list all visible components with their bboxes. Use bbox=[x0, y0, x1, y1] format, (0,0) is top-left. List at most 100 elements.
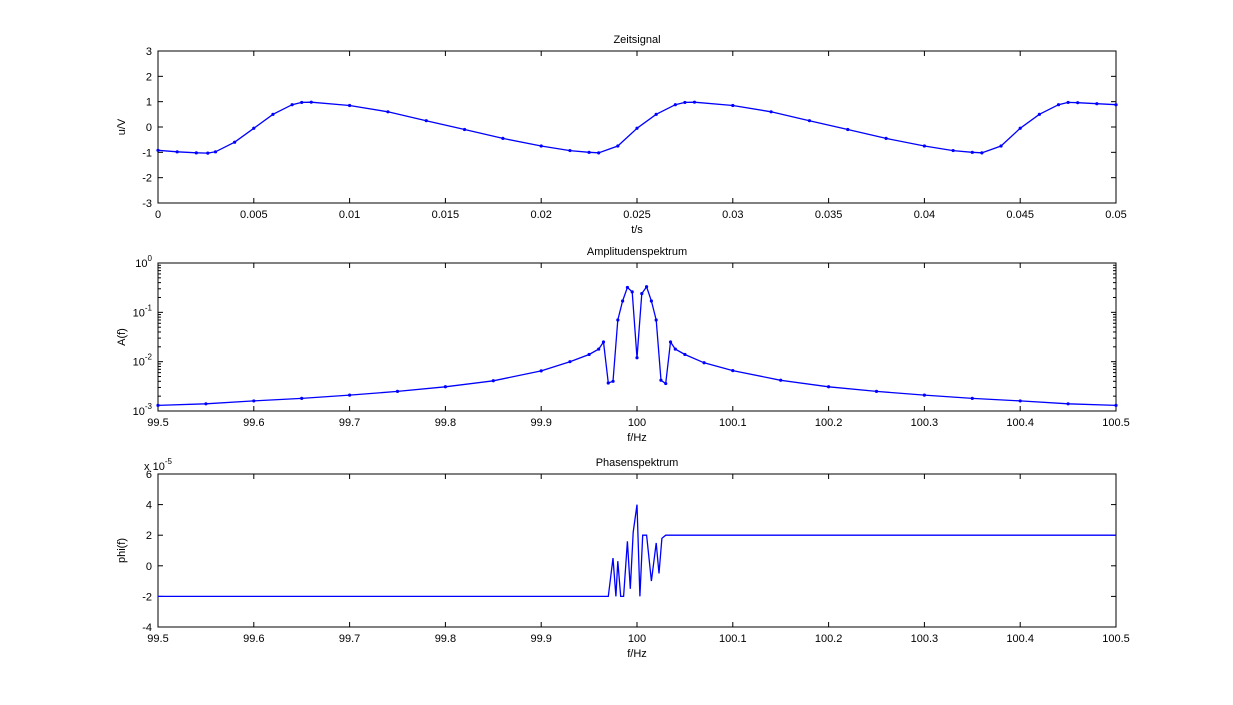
data-point bbox=[827, 385, 831, 389]
data-point bbox=[568, 360, 572, 364]
y-tick-base: 10 bbox=[133, 307, 145, 319]
y-tick-label: 4 bbox=[146, 500, 152, 512]
data-point bbox=[970, 150, 974, 154]
y-tick-label: 3 bbox=[146, 46, 152, 58]
data-point bbox=[1095, 102, 1099, 106]
x-tick-label: 100.3 bbox=[911, 417, 939, 429]
x-tick-label: 0.005 bbox=[240, 209, 268, 221]
data-point bbox=[621, 299, 625, 303]
y-tick-exponent: -1 bbox=[145, 303, 153, 312]
data-point bbox=[300, 396, 304, 401]
data-point bbox=[616, 318, 620, 322]
data-point bbox=[587, 352, 591, 357]
plot-area-amplitudenspektrum bbox=[157, 262, 1117, 412]
data-point bbox=[922, 393, 927, 397]
data-point bbox=[587, 150, 591, 154]
x-tick-label: 0.035 bbox=[815, 209, 843, 221]
x-tick-label: 0.045 bbox=[1006, 209, 1034, 221]
data-point bbox=[1076, 101, 1080, 105]
data-point bbox=[601, 340, 606, 344]
x-tick-label: 100.5 bbox=[1102, 633, 1130, 645]
data-point bbox=[300, 100, 304, 105]
x-tick-label: 99.8 bbox=[435, 633, 456, 645]
chart-amplitudenspektrum: 99.5 99.6 99.7 99.8 99.9 100 100.1 100.2 100.3 10… bbox=[116, 246, 1130, 444]
x-tick-label: 99.9 bbox=[530, 417, 551, 429]
data-point bbox=[175, 150, 179, 154]
data-point bbox=[204, 402, 208, 406]
data-point bbox=[501, 136, 505, 140]
series-line-phasenspektrum bbox=[158, 504, 1116, 598]
data-point bbox=[1037, 112, 1041, 116]
y-tick-base: 10 bbox=[133, 357, 145, 369]
data-point bbox=[683, 352, 687, 357]
data-point bbox=[252, 126, 256, 130]
x-tick-label: 100 bbox=[628, 633, 646, 645]
x-tick-label: 99.6 bbox=[243, 633, 264, 645]
data-point bbox=[999, 144, 1003, 148]
data-point bbox=[884, 136, 888, 140]
data-point bbox=[970, 396, 974, 401]
data-point bbox=[846, 127, 850, 132]
y-tick-label: 10-3 bbox=[133, 402, 153, 418]
plot-area-phasenspektrum bbox=[157, 473, 1117, 628]
y-tick-base: 10 bbox=[135, 258, 147, 270]
x-tick-label: 100.3 bbox=[911, 633, 939, 645]
x-tick-label: 100.4 bbox=[1006, 417, 1034, 429]
data-point bbox=[309, 100, 313, 104]
x-tick-label: 100.2 bbox=[815, 633, 843, 645]
data-point bbox=[206, 151, 210, 155]
data-point bbox=[213, 150, 218, 154]
data-point bbox=[980, 151, 984, 155]
x-tick-label: 99.5 bbox=[147, 633, 168, 645]
data-point bbox=[597, 151, 601, 155]
x-tick-label: 0.04 bbox=[914, 209, 935, 221]
data-point bbox=[290, 103, 294, 107]
chart-title: Amplitudenspektrum bbox=[587, 246, 687, 258]
data-point bbox=[539, 144, 543, 148]
x-tick-label: 99.9 bbox=[530, 633, 551, 645]
y-tick-label: 0 bbox=[146, 122, 152, 134]
y-axis-label: u/V bbox=[116, 118, 128, 135]
y-tick-label: -1 bbox=[142, 147, 152, 159]
y-tick-label: -2 bbox=[142, 173, 152, 185]
x-tick-label: 99.6 bbox=[243, 417, 264, 429]
y-tick-label: -2 bbox=[142, 591, 152, 603]
data-point bbox=[769, 110, 773, 114]
data-point bbox=[779, 378, 783, 382]
y-axis-label: A(f) bbox=[116, 328, 128, 346]
x-tick-label: 100.2 bbox=[815, 417, 843, 429]
data-point bbox=[271, 112, 275, 116]
data-point bbox=[640, 291, 644, 296]
x-tick-label: 100.1 bbox=[719, 417, 747, 429]
x-tick-label: 0.01 bbox=[339, 209, 360, 221]
x-tick-label: 99.7 bbox=[339, 633, 360, 645]
chart-title: Zeitsignal bbox=[613, 34, 660, 46]
y-tick-label: 10-2 bbox=[133, 353, 153, 369]
data-point bbox=[616, 144, 620, 148]
x-tick-label: 100 bbox=[628, 417, 646, 429]
data-point bbox=[462, 127, 467, 132]
data-point bbox=[731, 103, 735, 108]
y-tick-label: 2 bbox=[146, 530, 152, 542]
chart-title: Phasenspektrum bbox=[596, 457, 679, 469]
y-tick-label: 10-1 bbox=[133, 303, 153, 319]
data-point bbox=[673, 103, 677, 107]
data-point bbox=[252, 399, 256, 403]
data-point bbox=[692, 100, 697, 104]
data-point bbox=[659, 378, 663, 382]
data-point bbox=[611, 379, 615, 383]
data-point bbox=[443, 385, 447, 389]
data-point bbox=[673, 347, 677, 351]
data-point bbox=[194, 151, 198, 155]
data-point bbox=[1066, 100, 1070, 105]
data-point bbox=[644, 285, 649, 289]
data-point bbox=[635, 356, 639, 360]
data-point bbox=[597, 347, 601, 351]
x-tick-label: 0.05 bbox=[1105, 209, 1126, 221]
data-point bbox=[654, 112, 658, 116]
x-tick-label: 0.025 bbox=[623, 209, 651, 221]
y-tick-exponent: -2 bbox=[145, 353, 153, 362]
data-point bbox=[233, 140, 237, 144]
chart-zeitsignal: 0 0.005 0.01 0.015 0.02 0.025 0.03 0.035 0.04 0.0… bbox=[116, 34, 1127, 236]
